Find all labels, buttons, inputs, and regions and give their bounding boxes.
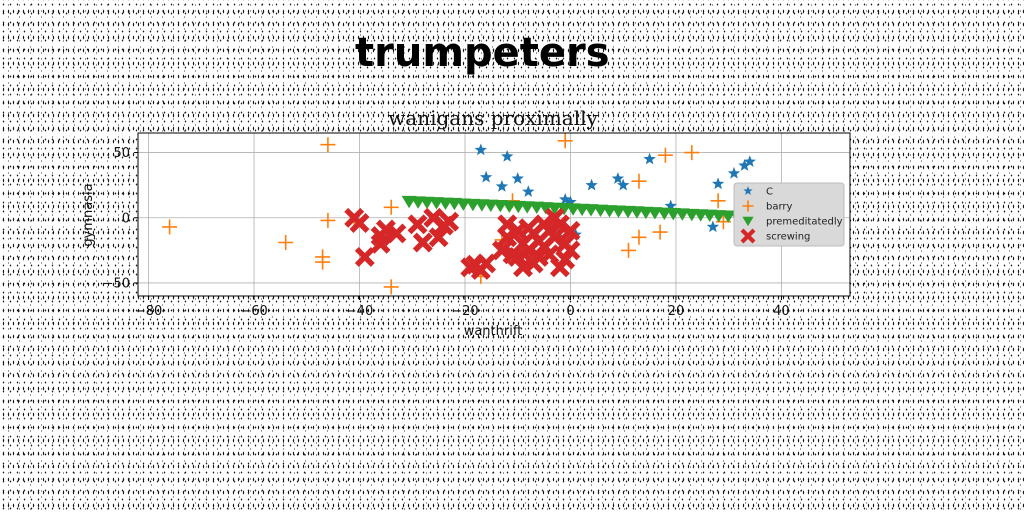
data-point bbox=[706, 220, 720, 233]
y-tick-label: 0 bbox=[122, 211, 130, 226]
data-point bbox=[557, 133, 573, 149]
x-tick-label: 0 bbox=[566, 304, 574, 319]
x-tick-label: 40 bbox=[773, 304, 790, 319]
x-tick-label: −80 bbox=[135, 304, 162, 319]
data-point bbox=[617, 178, 630, 191]
data-point bbox=[383, 279, 399, 295]
data-point bbox=[560, 220, 581, 241]
plot-frame bbox=[137, 132, 851, 297]
series-screwing bbox=[344, 207, 581, 280]
data-point bbox=[544, 227, 565, 248]
data-point bbox=[511, 172, 524, 184]
data-point bbox=[497, 227, 518, 248]
data-point bbox=[657, 147, 673, 163]
data-point bbox=[544, 207, 565, 228]
data-point bbox=[386, 223, 407, 244]
data-point bbox=[278, 235, 294, 250]
data-point bbox=[354, 246, 375, 267]
data-point bbox=[479, 170, 493, 183]
legend-label: C bbox=[766, 187, 773, 198]
data-marks bbox=[162, 133, 825, 295]
x-tick-label: −40 bbox=[346, 304, 373, 319]
legend-label: screwing bbox=[766, 232, 810, 243]
y-axis-label: gymnasia bbox=[81, 183, 96, 246]
data-point bbox=[585, 178, 598, 191]
legend-label: barry bbox=[766, 202, 793, 213]
data-point bbox=[684, 145, 700, 161]
legend-box bbox=[733, 182, 845, 247]
data-point bbox=[428, 227, 449, 248]
data-point bbox=[349, 213, 370, 233]
data-point bbox=[162, 219, 178, 235]
data-point bbox=[522, 185, 535, 197]
data-point bbox=[727, 166, 741, 179]
data-point bbox=[320, 212, 336, 228]
data-point bbox=[664, 199, 677, 212]
y-tick-label: −50 bbox=[103, 276, 130, 291]
data-point bbox=[412, 232, 433, 253]
legend-marker bbox=[742, 216, 754, 227]
data-point bbox=[501, 150, 514, 162]
data-point bbox=[474, 143, 487, 156]
data-point bbox=[564, 195, 577, 208]
chart-title: wanigans proximally bbox=[388, 106, 598, 130]
data-point bbox=[738, 159, 751, 171]
data-point bbox=[315, 254, 331, 270]
series-premeditatedly bbox=[401, 195, 745, 224]
x-axis-label: wanthrift bbox=[464, 324, 523, 339]
legend-marker bbox=[743, 186, 753, 195]
data-point bbox=[495, 180, 509, 192]
y-tick-label: 50 bbox=[113, 146, 130, 161]
x-tick-label: −60 bbox=[240, 304, 267, 319]
legend-marker bbox=[740, 228, 756, 244]
data-point bbox=[643, 152, 656, 165]
axis-ticks: −80 −60 −40 −20 0 20 40 −50 0 50 bbox=[103, 146, 790, 319]
data-point bbox=[559, 193, 572, 205]
data-point bbox=[711, 177, 725, 190]
data-point bbox=[439, 211, 460, 232]
data-point bbox=[507, 246, 528, 267]
data-point bbox=[383, 199, 399, 215]
data-point bbox=[631, 173, 647, 189]
data-point bbox=[621, 242, 636, 258]
legend-marker bbox=[742, 200, 754, 212]
data-point bbox=[407, 214, 428, 235]
data-point bbox=[743, 155, 756, 167]
legend-label: premeditatedly bbox=[766, 217, 843, 228]
data-point bbox=[611, 172, 625, 184]
data-point bbox=[476, 253, 497, 274]
x-tick-label: −20 bbox=[451, 304, 478, 319]
data-point bbox=[652, 224, 668, 240]
data-point bbox=[631, 229, 647, 245]
page-title: trumpeters bbox=[355, 30, 610, 76]
data-point bbox=[320, 137, 336, 153]
data-point bbox=[560, 240, 581, 261]
data-point bbox=[710, 193, 726, 209]
x-tick-label: 20 bbox=[668, 304, 685, 319]
